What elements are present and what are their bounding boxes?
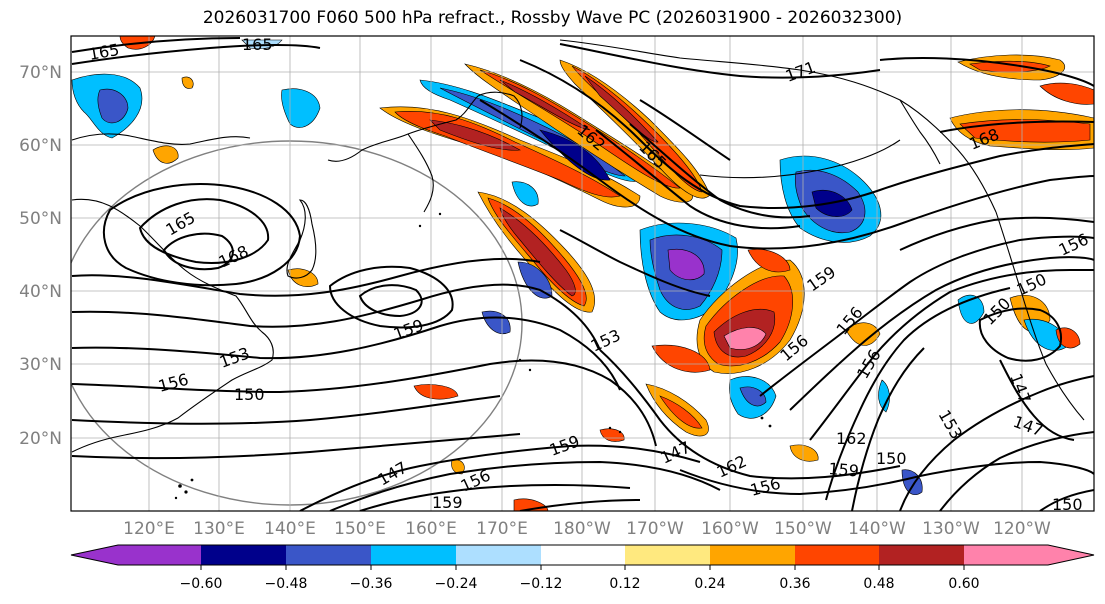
lon-tick-label: 140°W xyxy=(848,519,906,539)
contour-label: 159 xyxy=(828,459,860,481)
contour-label: 150 xyxy=(1052,495,1083,514)
lat-tick-label: 30°N xyxy=(19,355,62,375)
contour-label: 150 xyxy=(234,385,265,404)
colorbar-label: 0.24 xyxy=(694,576,725,592)
colorbar-label: 0.36 xyxy=(779,576,810,592)
colorbar-label: 0.48 xyxy=(863,576,894,592)
contour-label: 162 xyxy=(836,429,867,448)
lon-tick-label: 140°E xyxy=(264,519,316,539)
lon-tick-label: 180°W xyxy=(553,519,611,539)
colorbar-ticks xyxy=(200,565,965,570)
lon-tick-label: 130°W xyxy=(922,519,980,539)
colorbar-label: 0.60 xyxy=(948,576,979,592)
lon-tick-label: 170°E xyxy=(476,519,528,539)
map-title: 2026031700 F060 500 hPa refract., Rossby… xyxy=(202,8,903,28)
colorbar-label: 0.12 xyxy=(609,576,640,592)
islands xyxy=(174,212,772,500)
colorbar: −0.60 −0.48 −0.36 −0.24 −0.12 0.12 0.24 … xyxy=(70,544,1095,592)
lon-tick-label: 150°E xyxy=(334,519,386,539)
colorbar-label: −0.36 xyxy=(350,576,393,592)
lat-tick-label: 50°N xyxy=(19,209,62,229)
contour-label: 159 xyxy=(432,493,463,512)
lat-tick-label: 40°N xyxy=(19,282,62,302)
colorbar-label: −0.48 xyxy=(265,576,308,592)
colorbar-swatch xyxy=(795,545,879,565)
lon-tick-label: 160°E xyxy=(405,519,457,539)
colorbar-label: −0.24 xyxy=(435,576,478,592)
colorbar-swatch xyxy=(625,545,710,565)
lat-tick-label: 20°N xyxy=(19,429,62,449)
lat-tick-label: 60°N xyxy=(19,136,62,156)
colorbar-outline xyxy=(70,544,1095,566)
shaded-anomaly-fields xyxy=(71,36,1094,511)
lon-tick-label: 170°W xyxy=(626,519,684,539)
gridlines xyxy=(71,36,1094,511)
plot-frame xyxy=(70,35,1095,512)
colorbar-labels: −0.60 −0.48 −0.36 −0.24 −0.12 0.12 0.24 … xyxy=(180,576,980,592)
lon-tick-label: 130°E xyxy=(193,519,245,539)
colorbar-swatch xyxy=(964,545,1094,565)
colorbar-swatch xyxy=(71,545,201,565)
colorbar-swatch xyxy=(710,545,795,565)
colorbar-label: −0.60 xyxy=(180,576,223,592)
contour-label: 150 xyxy=(876,449,907,468)
lon-tick-label: 120°E xyxy=(123,519,175,539)
colorbar-label: −0.12 xyxy=(520,576,563,592)
colorbar-swatch xyxy=(201,545,286,565)
colorbar-swatch xyxy=(879,545,964,565)
lat-tick-label: 70°N xyxy=(19,63,62,83)
colorbar-swatch xyxy=(541,545,625,565)
latitude-axis: 20°N 30°N 40°N 50°N 60°N 70°N xyxy=(19,63,62,449)
lon-tick-label: 150°W xyxy=(774,519,832,539)
lon-tick-label: 160°W xyxy=(701,519,759,539)
lon-tick-label: 120°W xyxy=(993,519,1051,539)
longitude-axis: 120°E 130°E 140°E 150°E 160°E 170°E 180°… xyxy=(123,519,1051,539)
contour-label: 165 xyxy=(242,35,273,54)
colorbar-swatch xyxy=(456,545,541,565)
refractivity-contours xyxy=(71,37,1094,511)
colorbar-swatch xyxy=(286,545,371,565)
colorbar-swatch xyxy=(371,545,456,565)
